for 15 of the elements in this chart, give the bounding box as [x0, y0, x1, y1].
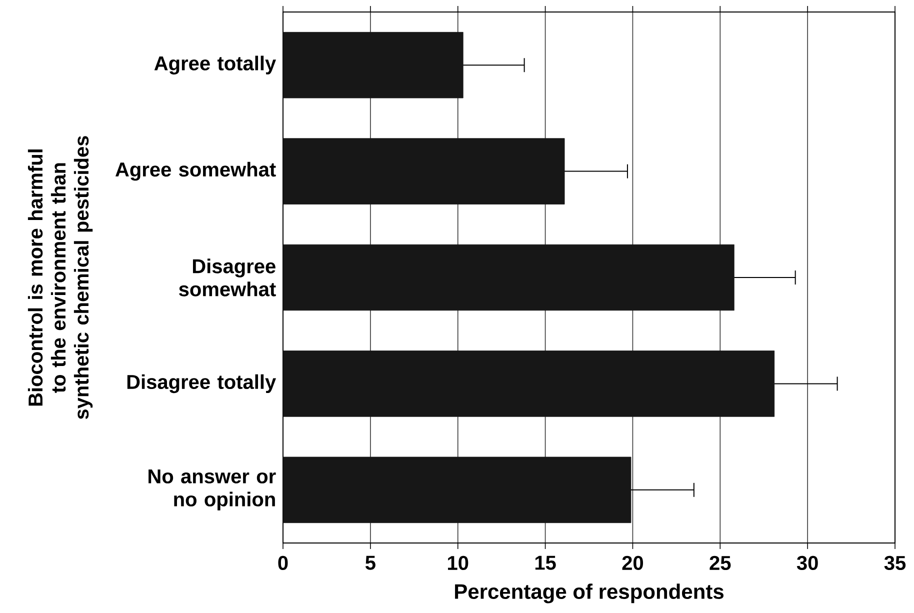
y-tick-label: Agree somewhat — [115, 162, 276, 181]
y-tick-label: Agree totally — [154, 56, 276, 74]
x-tick-label: 15 — [535, 556, 556, 570]
x-tick-label: 10 — [448, 556, 468, 570]
x-tick-label: 35 — [884, 556, 906, 570]
x-tick-label: 5 — [365, 556, 376, 570]
x-axis-title: Percentage of respondents — [455, 584, 724, 604]
x-tick-label: 30 — [796, 556, 818, 570]
x-tick-label: 20 — [622, 556, 644, 570]
y-tick-label: No answer or no opinion — [148, 469, 276, 510]
x-tick-label: 0 — [278, 556, 288, 570]
y-tick-label: Disagree somewhat — [179, 258, 276, 296]
x-tick-label: 25 — [710, 556, 731, 570]
y-axis-title: Biocontrol is more harmful to the environment than synthetic chemical pesticides — [28, 136, 93, 420]
y-tick-label: Disagree totally — [127, 374, 276, 394]
